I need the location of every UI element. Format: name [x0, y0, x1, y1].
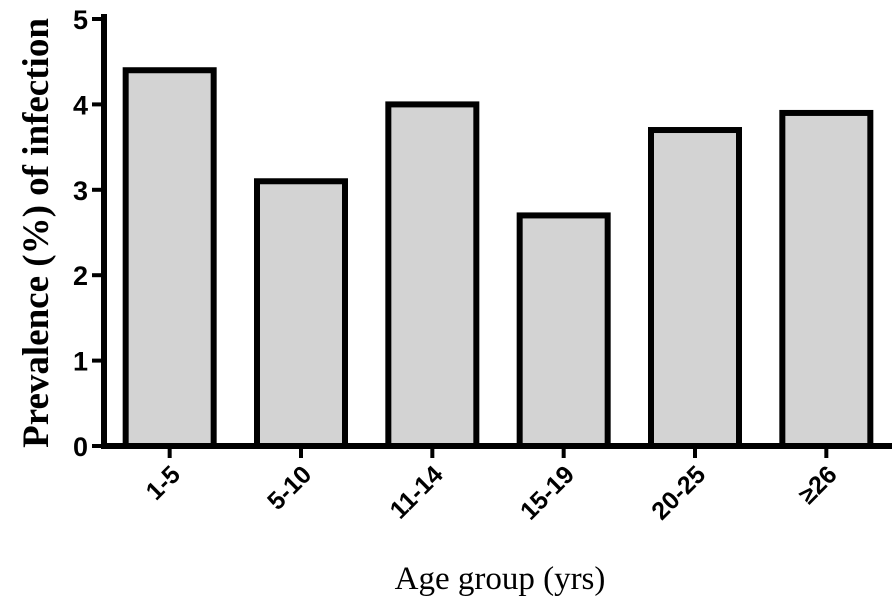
- x-ticks-group: 1-5 5-10 11-14 15-19 20-25 ≥26: [141, 446, 843, 525]
- x-tick-label: 15-19: [515, 460, 580, 525]
- x-tick-label: ≥26: [793, 460, 842, 509]
- y-tick-label: 5: [73, 5, 88, 35]
- bar-4: [516, 212, 611, 449]
- y-ticks-group: 0 1 2 3 4 5: [73, 5, 104, 462]
- bar-2: [254, 178, 348, 449]
- x-tick-label: 11-14: [385, 460, 449, 524]
- x-tick-label: 5-10: [262, 460, 317, 515]
- y-tick-label: 0: [73, 432, 88, 462]
- y-axis-title: Prevalence (%) of infection: [16, 18, 57, 448]
- y-tick-label: 3: [73, 176, 88, 206]
- x-tick-label: 1-5: [141, 460, 186, 505]
- bars-group: [122, 67, 874, 450]
- y-tick-label: 4: [73, 90, 88, 120]
- x-tick-label: 20-25: [646, 460, 711, 525]
- bar-6: [779, 109, 874, 449]
- bar-5: [648, 127, 742, 450]
- bar-1: [122, 67, 217, 450]
- y-tick-label: 1: [73, 347, 88, 377]
- bar-3: [385, 101, 480, 450]
- x-axis-title: Age group (yrs): [395, 561, 606, 597]
- y-tick-label: 2: [73, 261, 88, 291]
- axes-group: [101, 14, 892, 449]
